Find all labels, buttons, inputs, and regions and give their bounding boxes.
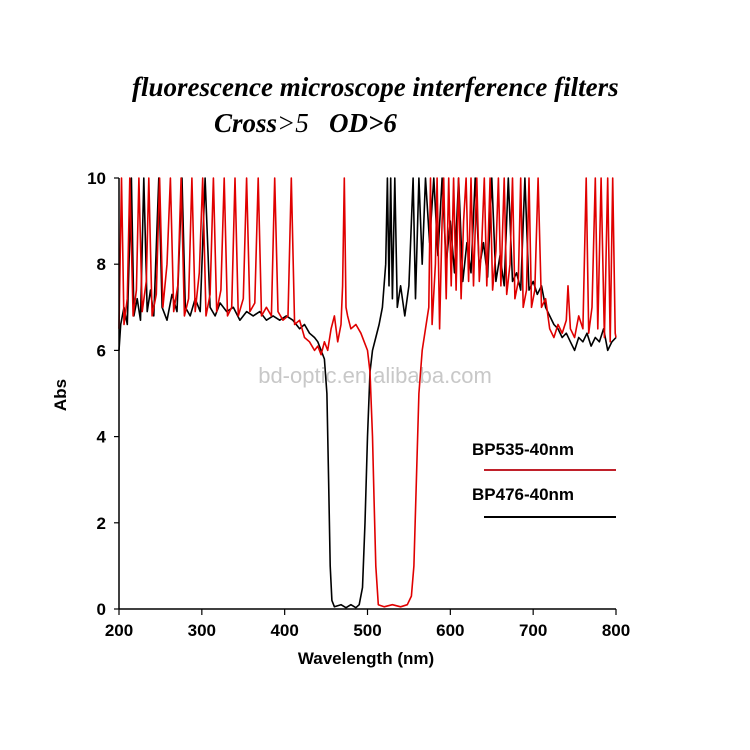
subtitle-od: OD>6 <box>329 108 397 138</box>
y-tick-label: 6 <box>97 341 106 360</box>
series-line-0 <box>118 177 617 608</box>
x-tick-label: 700 <box>519 621 547 640</box>
chart-title: fluorescence microscope interference fil… <box>132 72 619 102</box>
subtitle-cross: Cross <box>214 108 278 138</box>
x-tick-label: 200 <box>105 621 133 640</box>
chart-subtitle: Cross>5 OD>6 <box>214 108 397 139</box>
x-tick-label: 800 <box>602 621 630 640</box>
legend: BP535-40nm BP476-40nm <box>472 440 616 518</box>
y-tick-label: 10 <box>87 169 106 188</box>
x-axis-label: Wavelength (nm) <box>298 649 434 668</box>
legend-label-0: BP535-40nm <box>472 440 574 459</box>
y-tick-label: 8 <box>97 255 106 274</box>
x-tick-label: 300 <box>188 621 216 640</box>
x-tick-label: 400 <box>270 621 298 640</box>
y-tick-label: 0 <box>97 600 106 619</box>
subtitle-cross-value: >5 <box>277 108 309 138</box>
y-tick-label: 4 <box>97 428 107 447</box>
y-axis-label: Abs <box>51 379 70 411</box>
x-tick-label: 500 <box>353 621 381 640</box>
x-tick-label: 600 <box>436 621 464 640</box>
watermark: bd-optic.en.alibaba.com <box>258 363 492 388</box>
y-tick-label: 2 <box>97 514 106 533</box>
legend-label-1: BP476-40nm <box>472 485 574 504</box>
